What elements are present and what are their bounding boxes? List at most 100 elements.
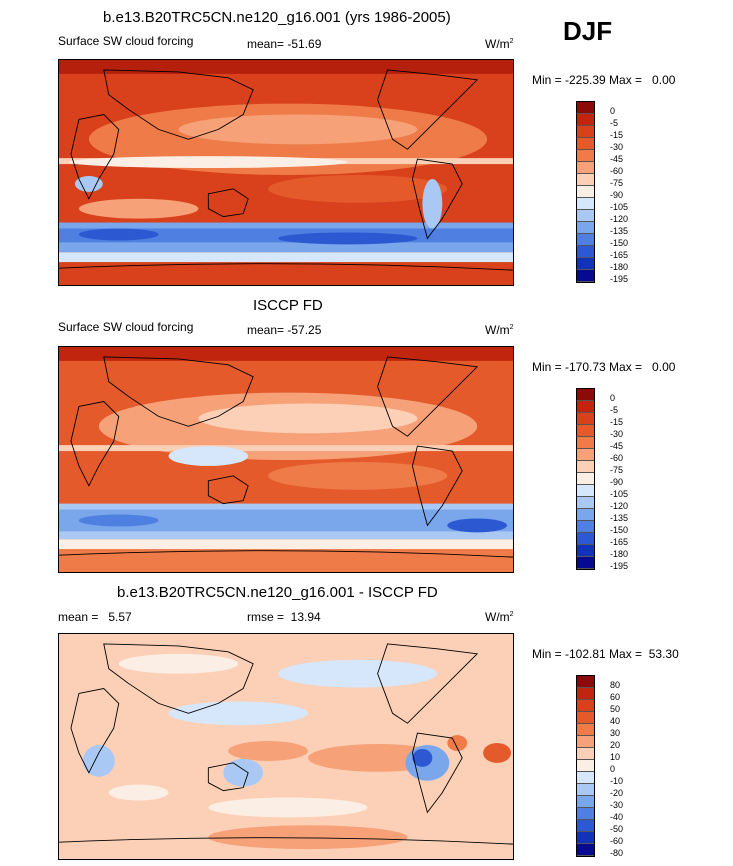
- colorbar-swatch: [577, 808, 594, 820]
- colorbar-swatch: [577, 461, 594, 473]
- colorbar-tick-label: -15: [610, 130, 624, 140]
- colorbar-tick-label: -45: [610, 154, 624, 164]
- colorbar-tick-label: -5: [610, 118, 619, 128]
- colorbar-tick-label: -165: [610, 537, 629, 547]
- colorbar-swatch: [577, 796, 594, 808]
- panel1-colorbar: [576, 101, 595, 283]
- colorbar-swatch: [577, 509, 594, 521]
- colorbar-swatch: [577, 700, 594, 712]
- colorbar-swatch: [577, 533, 594, 545]
- panel3-mean: mean = 5.57: [58, 610, 132, 624]
- panel1-title: b.e13.B20TRC5CN.ne120_g16.001 (yrs 1986-…: [103, 9, 451, 26]
- colorbar-tick-label: -15: [610, 417, 624, 427]
- panel3-title: b.e13.B20TRC5CN.ne120_g16.001 - ISCCP FD: [117, 584, 438, 601]
- colorbar-tick-label: 40: [610, 716, 621, 726]
- colorbar-swatch: [577, 437, 594, 449]
- panel3-map: [58, 633, 514, 860]
- colorbar-tick-label: -180: [610, 262, 629, 272]
- colorbar-swatch: [577, 389, 594, 401]
- panel1-map: [58, 59, 514, 286]
- panel2-minmax: Min = -170.73 Max = 0.00: [532, 360, 676, 374]
- colorbar-tick-label: 0: [610, 764, 616, 774]
- colorbar-tick-label: 60: [610, 692, 621, 702]
- colorbar-tick-label: -75: [610, 178, 624, 188]
- colorbar-swatch: [577, 186, 594, 198]
- colorbar-swatch: [577, 222, 594, 234]
- colorbar-tick-label: -180: [610, 549, 629, 559]
- colorbar-tick-label: 10: [610, 752, 621, 762]
- panel2-colorbar: [576, 388, 595, 570]
- panel3-rmse: rmse = 13.94: [247, 610, 321, 624]
- colorbar-swatch: [577, 784, 594, 796]
- panel1-units: W/m2: [485, 37, 514, 51]
- colorbar-tick-label: -105: [610, 202, 629, 212]
- colorbar-tick-label: -75: [610, 465, 624, 475]
- colorbar-tick-label: -120: [610, 501, 629, 511]
- colorbar-swatch: [577, 150, 594, 162]
- colorbar-tick-label: -40: [610, 812, 624, 822]
- colorbar-swatch: [577, 736, 594, 748]
- colorbar-swatch: [577, 760, 594, 772]
- colorbar-swatch: [577, 449, 594, 461]
- colorbar-tick-label: 0: [610, 393, 616, 403]
- colorbar-swatch: [577, 676, 594, 688]
- colorbar-swatch: [577, 126, 594, 138]
- colorbar-swatch: [577, 210, 594, 222]
- colorbar-tick-label: -5: [610, 405, 619, 415]
- colorbar-swatch: [577, 820, 594, 832]
- panel3-minmax: Min = -102.81 Max = 53.30: [532, 647, 679, 661]
- colorbar-swatch: [577, 521, 594, 533]
- panel2-units: W/m2: [485, 323, 514, 337]
- colorbar-swatch: [577, 174, 594, 186]
- colorbar-swatch: [577, 557, 594, 569]
- colorbar-swatch: [577, 724, 594, 736]
- colorbar-swatch: [577, 401, 594, 413]
- colorbar-tick-label: -60: [610, 166, 624, 176]
- colorbar-swatch: [577, 772, 594, 784]
- colorbar-tick-label: -90: [610, 477, 624, 487]
- colorbar-swatch: [577, 102, 594, 114]
- colorbar-tick-label: 0: [610, 106, 616, 116]
- colorbar-swatch: [577, 688, 594, 700]
- colorbar-tick-label: 20: [610, 740, 621, 750]
- colorbar-swatch: [577, 234, 594, 246]
- colorbar-tick-label: -120: [610, 214, 629, 224]
- colorbar-tick-label: -135: [610, 513, 629, 523]
- colorbar-tick-label: -80: [610, 848, 624, 858]
- colorbar-tick-label: -30: [610, 429, 624, 439]
- colorbar-tick-label: 80: [610, 680, 621, 690]
- panel2-map: [58, 346, 514, 573]
- colorbar-tick-label: -150: [610, 238, 629, 248]
- colorbar-tick-label: -195: [610, 274, 629, 284]
- colorbar-swatch: [577, 114, 594, 126]
- colorbar-swatch: [577, 246, 594, 258]
- panel2-colorbar-swatches: [577, 389, 594, 569]
- colorbar-tick-label: -195: [610, 561, 629, 571]
- colorbar-swatch: [577, 425, 594, 437]
- colorbar-tick-label: -30: [610, 800, 624, 810]
- season-label: DJF: [563, 16, 613, 46]
- colorbar-swatch: [577, 473, 594, 485]
- colorbar-tick-label: -150: [610, 525, 629, 535]
- colorbar-tick-label: -50: [610, 824, 624, 834]
- panel1-mean: mean= -51.69: [247, 37, 322, 51]
- colorbar-swatch: [577, 138, 594, 150]
- colorbar-tick-label: -10: [610, 776, 624, 786]
- colorbar-tick-label: -105: [610, 489, 629, 499]
- colorbar-tick-label: -20: [610, 788, 624, 798]
- colorbar-tick-label: -60: [610, 453, 624, 463]
- colorbar-swatch: [577, 497, 594, 509]
- colorbar-swatch: [577, 198, 594, 210]
- colorbar-swatch: [577, 413, 594, 425]
- colorbar-swatch: [577, 545, 594, 557]
- colorbar-tick-label: 30: [610, 728, 621, 738]
- colorbar-swatch: [577, 712, 594, 724]
- colorbar-tick-label: -135: [610, 226, 629, 236]
- colorbar-tick-label: -165: [610, 250, 629, 260]
- colorbar-swatch: [577, 162, 594, 174]
- colorbar-tick-label: -30: [610, 142, 624, 152]
- panel2-left-label: Surface SW cloud forcing: [58, 320, 194, 334]
- colorbar-swatch: [577, 258, 594, 270]
- panel1-minmax: Min = -225.39 Max = 0.00: [532, 73, 676, 87]
- colorbar-tick-label: 50: [610, 704, 621, 714]
